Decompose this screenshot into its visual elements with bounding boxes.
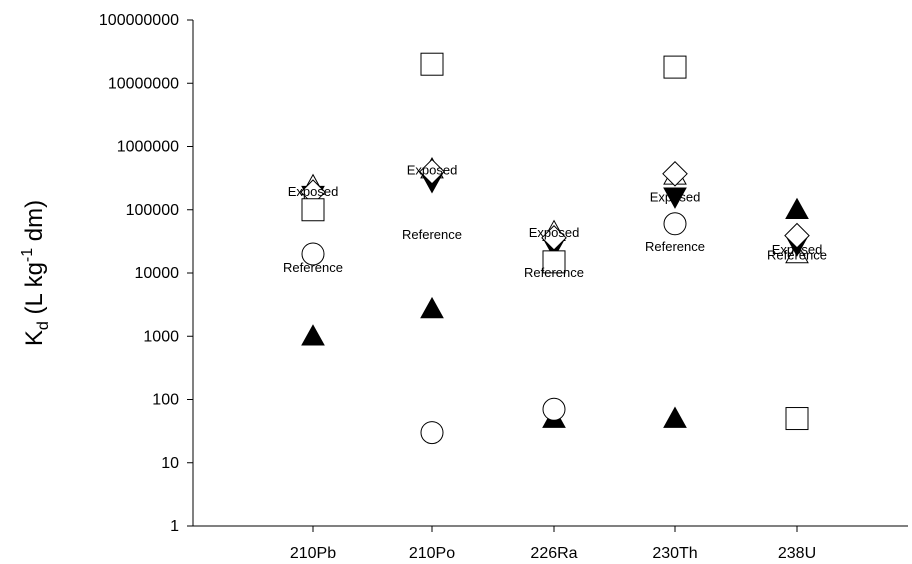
y-tick-label: 10 <box>161 455 179 472</box>
data-point-diamond-open <box>662 161 688 187</box>
y-axis-label: Kd (L kg-1 dm) <box>19 200 52 346</box>
data-point-square-open <box>420 52 444 76</box>
data-point-circle-open <box>542 397 566 421</box>
data-point-square-open <box>663 55 687 79</box>
annotation-label: Reference <box>524 265 584 280</box>
data-point-diamond-open <box>419 158 445 185</box>
annotation-label: Reference <box>645 239 705 254</box>
annotation-label: Exposed <box>772 242 823 257</box>
annotation-label: Exposed <box>288 184 339 199</box>
data-point-triangle-up-filled <box>663 406 687 428</box>
x-tick-label: 230Th <box>652 545 697 562</box>
y-tick-label: 100000000 <box>99 12 179 29</box>
x-tick-label: 210Pb <box>290 545 336 562</box>
data-point-square-open <box>542 250 566 274</box>
data-marks <box>300 52 810 445</box>
annotation-label: Reference <box>767 247 827 262</box>
y-tick-label: 1000000 <box>117 139 179 156</box>
x-tick-label: 238U <box>778 545 816 562</box>
data-point-triangle-up-filled <box>420 296 444 319</box>
data-point-circle-open <box>663 212 687 236</box>
data-point-diamond-open <box>784 222 810 249</box>
data-point-square-open <box>785 407 809 431</box>
annotation-label: Reference <box>402 227 462 242</box>
y-tick-label: 10000 <box>135 265 180 282</box>
y-tick-label: 100 <box>152 392 179 409</box>
data-point-diamond-open <box>541 225 567 251</box>
y-tick-label: 10000000 <box>108 75 179 92</box>
x-tick-label: 210Po <box>409 545 455 562</box>
data-point-circle-open <box>301 242 325 266</box>
data-point-triangle-up-filled <box>785 197 809 220</box>
data-point-triangle-down-filled <box>663 187 687 209</box>
data-point-square-open <box>301 198 325 222</box>
annotation-label: Reference <box>283 260 343 275</box>
annotation-label: Exposed <box>650 190 701 205</box>
annotation-label: Exposed <box>407 162 458 177</box>
data-point-triangle-up-filled <box>301 324 325 346</box>
x-tick-label: 226Ra <box>530 545 577 562</box>
y-tick-label: 1000 <box>143 328 179 345</box>
y-tick-label: 100000 <box>126 202 179 219</box>
y-tick-label: 1 <box>170 518 179 535</box>
data-point-circle-open <box>420 421 444 445</box>
annotation-label: Exposed <box>529 225 580 240</box>
axis-ticks: 1 10 100 1000 10000 100000 1000000 10000000 1000… <box>99 12 816 562</box>
